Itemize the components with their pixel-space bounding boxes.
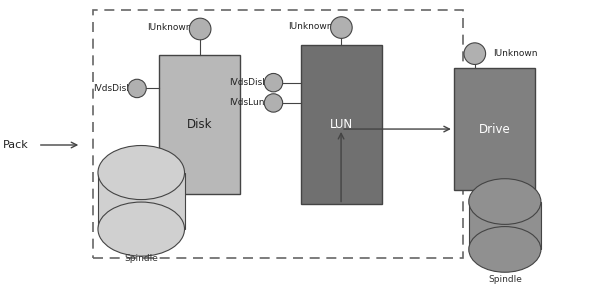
Ellipse shape bbox=[469, 226, 541, 272]
Text: Drive: Drive bbox=[478, 123, 510, 135]
Ellipse shape bbox=[98, 146, 185, 200]
Text: LUN: LUN bbox=[329, 118, 353, 131]
Ellipse shape bbox=[264, 94, 282, 112]
Bar bbox=[159, 55, 240, 194]
Text: Spindle: Spindle bbox=[488, 276, 522, 284]
Text: Spindle: Spindle bbox=[124, 254, 158, 263]
Text: Disk: Disk bbox=[187, 118, 213, 131]
Ellipse shape bbox=[98, 202, 185, 256]
Ellipse shape bbox=[128, 79, 146, 98]
Text: IVdsLun: IVdsLun bbox=[230, 98, 265, 108]
Bar bbox=[469, 202, 541, 249]
Ellipse shape bbox=[469, 179, 541, 224]
Bar bbox=[300, 45, 382, 204]
Text: Pack: Pack bbox=[3, 140, 29, 150]
Ellipse shape bbox=[189, 18, 211, 40]
Text: IUnknown: IUnknown bbox=[147, 23, 192, 32]
Ellipse shape bbox=[331, 17, 352, 38]
Text: IUnknown: IUnknown bbox=[288, 21, 333, 31]
Ellipse shape bbox=[264, 73, 282, 92]
Ellipse shape bbox=[464, 43, 486, 64]
Bar bbox=[98, 173, 185, 229]
Bar bbox=[93, 10, 463, 258]
Text: IVdsDisk: IVdsDisk bbox=[93, 84, 132, 93]
Text: IUnknown: IUnknown bbox=[493, 49, 537, 58]
Bar bbox=[454, 68, 535, 190]
Text: IVdsDisk: IVdsDisk bbox=[230, 78, 268, 87]
